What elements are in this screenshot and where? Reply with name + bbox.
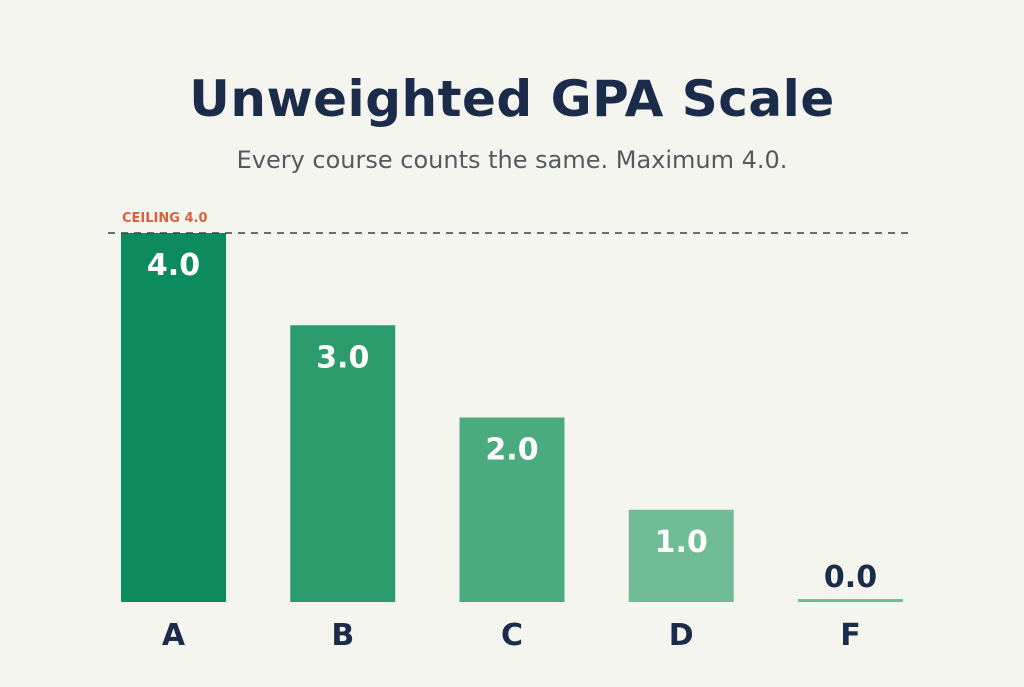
category-label-d: D — [669, 618, 694, 653]
bar-value-label-f: 0.0 — [824, 560, 877, 595]
bar-value-label-a: 4.0 — [147, 248, 200, 283]
bar-value-label-b: 3.0 — [316, 340, 369, 375]
bar-value-label-c: 2.0 — [485, 433, 538, 468]
category-label-b: B — [331, 618, 354, 653]
bar-value-label-d: 1.0 — [655, 525, 708, 560]
chart-subtitle: Every course counts the same. Maximum 4.… — [236, 146, 788, 174]
reference-layer: CEILING 4.0 — [108, 211, 914, 234]
bars-layer — [121, 233, 903, 602]
category-label-c: C — [501, 618, 523, 653]
labels-layer: 4.0 A 3.0 B 2.0 C 1.0 D 0.0 F — [147, 248, 877, 653]
category-label-a: A — [162, 618, 186, 653]
bar-a — [121, 233, 226, 602]
bar-f — [798, 599, 903, 602]
bar-b — [290, 325, 396, 602]
bar-d — [628, 509, 734, 602]
ceiling-reference-label: CEILING 4.0 — [122, 211, 207, 226]
chart-title: Unweighted GPA Scale — [189, 70, 835, 128]
bar-c — [459, 417, 565, 602]
category-label-f: F — [840, 618, 861, 653]
